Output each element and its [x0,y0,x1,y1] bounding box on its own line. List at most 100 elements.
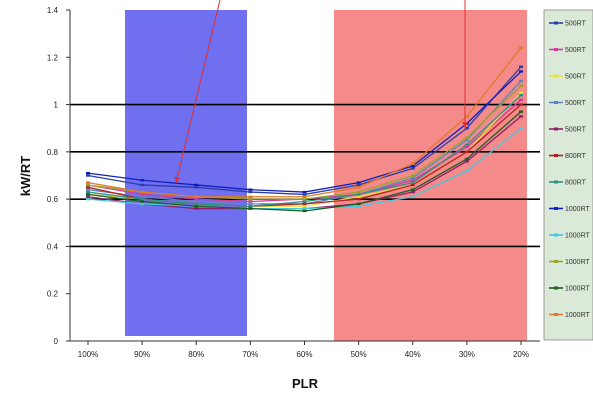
series-9-point [410,195,415,198]
series-4-point [248,202,253,206]
series-10-point [248,197,253,201]
legend-marker [554,154,558,157]
series-6-point [356,197,361,201]
arrow-to-blue-band [174,0,221,184]
series-7-point [194,202,199,206]
series-2-point [519,98,523,102]
series-4-point [464,138,469,142]
series-4-point [519,79,523,83]
legend-label: 800RT [565,180,587,187]
y-tick-label: 0.2 [47,290,59,299]
series-7-point [464,143,469,146]
legend-marker [554,74,558,78]
series-6-point [86,186,90,189]
series-12-point [519,46,523,50]
series-12-point [140,190,145,194]
annotation-arrows [174,0,468,184]
series-7-point [356,193,361,196]
x-tick-label: 20% [513,350,529,359]
x-tick-labels: 100% 90% 80% 70% 60% 50% 40% 30% 20% [78,341,529,359]
x-tick-label: 50% [351,350,367,359]
legend-marker [554,101,558,104]
series-5-point [464,160,469,163]
series-11-point [248,207,253,210]
y-tick-labels: 0 0.2 0.4 0.6 0.8 1 1.2 1.4 [47,6,70,346]
x-tick-label: 80% [188,350,204,359]
series-11-point [410,188,415,191]
series-12-point [194,195,199,198]
series-1-point [410,167,415,170]
series-8-point [248,188,253,191]
series-6-point [464,150,469,154]
series-7-point [410,181,415,184]
series-12-point [410,162,415,165]
red-highlight-band [334,10,527,341]
series-1-point [248,190,253,194]
y-tick-label: 1.4 [47,6,59,15]
series-5-point [519,115,523,118]
series-12-point [302,195,307,198]
legend-label: 500RT [565,127,587,134]
series-8-point [140,179,145,182]
legend-label: 500RT [565,21,587,28]
series-3-point [519,91,523,94]
series-3-point [302,205,307,208]
series-7-point [140,197,145,201]
legend-marker [554,233,558,237]
y-tick-label: 0.6 [47,195,59,204]
series-11-point [86,193,90,196]
x-tick-label: 70% [242,350,258,359]
legend-marker [554,207,558,210]
series-9-point [140,202,145,206]
series-6-point [302,202,307,206]
legend-marker [554,286,558,290]
legend-marker [554,180,558,184]
series-5-point [410,190,415,194]
series-10-point [302,197,307,201]
legend-label: 800RT [565,153,587,160]
series-9-point [302,207,307,210]
series-12-point [248,195,253,198]
series-2-point [410,179,415,182]
legend-marker [554,313,558,316]
legend-label: 1000RT [565,206,591,213]
series-7-point [302,200,307,203]
x-tick-label: 60% [296,350,312,359]
legend-label: 1000RT [565,233,591,240]
legend-marker [554,127,558,131]
x-tick-label: 90% [134,350,150,359]
series-1-point [86,174,90,177]
series-2-point [194,197,199,201]
series-1-point [140,183,145,187]
series-7-point [248,205,253,208]
series-8-point [519,70,523,73]
y-tick-label: 0 [54,337,59,346]
series-1-point [194,186,199,189]
legend-marker [554,260,558,263]
y-tick-label: 0.8 [47,148,59,157]
series-5-point [194,207,199,210]
series-12-point [464,115,469,118]
series-8-point [194,183,199,187]
series-11-point [140,200,145,203]
series-12-point [356,186,361,189]
series-9-point [86,197,90,201]
series-10-point [356,190,361,194]
series-9-point [464,169,469,172]
series-11-point [356,202,361,206]
series-11-point [302,209,307,213]
series-4-point [140,195,145,198]
series-5-point [86,195,90,198]
y-tick-label: 1 [54,101,59,110]
x-tick-label: 40% [405,350,421,359]
series-lines [86,46,523,213]
legend-box [543,9,593,341]
series-11-point [519,110,523,113]
series-8-point [302,190,307,194]
series-8-point [86,171,90,175]
series-6-point [410,183,415,187]
series-1-point [519,65,523,68]
series-8-point [356,181,361,184]
x-tick-label: 30% [459,350,475,359]
